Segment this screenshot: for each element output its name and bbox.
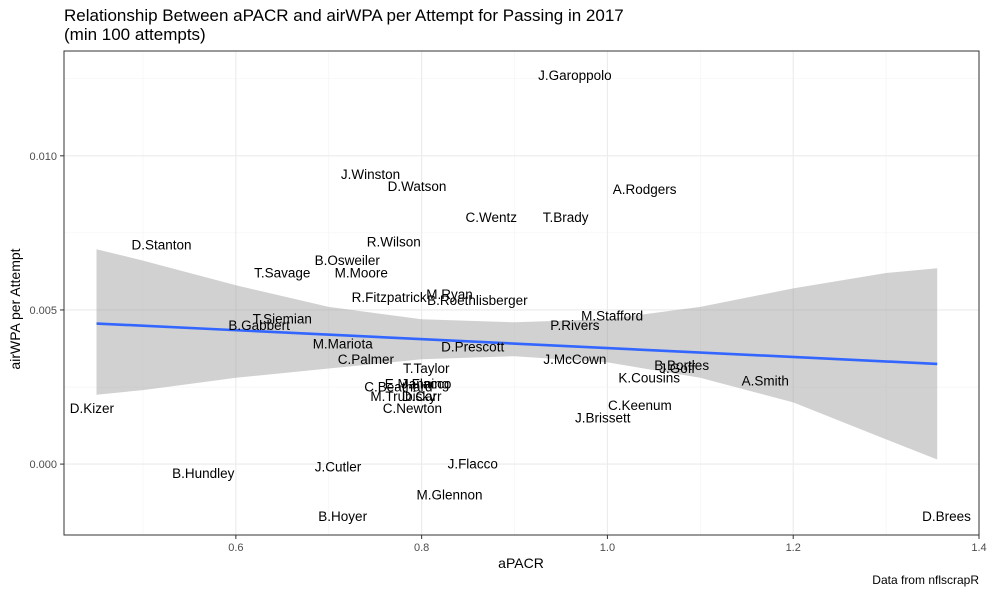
point-label: M.Glennon — [416, 487, 482, 502]
plot-panel — [64, 51, 979, 535]
confidence-band — [96, 249, 938, 460]
confidence-band-layer — [96, 249, 938, 460]
point-label: M.Stafford — [581, 309, 643, 324]
point-label: D.Watson — [388, 179, 447, 194]
trend-line — [96, 322, 938, 366]
point-label: M.Trubisky — [370, 389, 436, 404]
point-label: J.Winston — [341, 167, 400, 182]
x-tick-label: 0.8 — [414, 542, 429, 554]
point-label: J.Brissett — [575, 410, 631, 425]
point-label: C.Beathard — [364, 380, 432, 395]
y-tick-label: 0.000 — [29, 459, 57, 471]
x-tick-label: 1.4 — [971, 542, 986, 554]
plot-panel-border — [63, 50, 980, 536]
point-label: J.Flacco — [401, 376, 451, 391]
x-tick-label: 1.2 — [786, 542, 801, 554]
point-label: J.Garoppolo — [538, 68, 612, 83]
point-label: J.Goff — [659, 361, 695, 376]
point-label: D.Prescott — [441, 339, 504, 354]
point-label: M.Ryan — [426, 287, 473, 302]
point-label: J.Cutler — [315, 460, 362, 475]
trend-line-layer — [96, 322, 938, 366]
point-label: P.Rivers — [550, 318, 600, 333]
point-label: E.Manning — [385, 376, 450, 391]
point-label: J.McCown — [543, 352, 606, 367]
point-label: J.Flacco — [448, 457, 498, 472]
point-label: B.Osweiler — [315, 253, 381, 268]
x-tick-label: 0.6 — [228, 542, 243, 554]
chart-subtitle: (min 100 attempts) — [64, 25, 206, 44]
chart-caption: Data from nflscrapR — [872, 573, 979, 587]
point-label: C.Palmer — [338, 352, 395, 367]
point-label: K.Cousins — [618, 370, 680, 385]
y-tick-label: 0.010 — [29, 151, 57, 163]
point-label: C.Newton — [383, 401, 442, 416]
point-label: D.Kizer — [70, 401, 115, 416]
point-label: D.Carr — [402, 389, 442, 404]
point-label: T.Taylor — [403, 361, 450, 376]
chart-title: Relationship Between aPACR and airWPA pe… — [64, 6, 624, 25]
y-axis-ticks: 0.000 0.005 0.010 — [29, 151, 64, 471]
x-axis-ticks: 0.6 0.8 1.0 1.2 1.4 — [228, 535, 987, 554]
point-label: R.Fitzpatrick — [352, 290, 427, 305]
grid-lines — [64, 51, 980, 535]
point-label: R.Wilson — [367, 235, 421, 250]
point-label: M.Mariota — [313, 336, 374, 351]
point-label: C.Wentz — [466, 210, 518, 225]
point-label: B.Hoyer — [318, 509, 367, 524]
point-label: T.Savage — [254, 266, 310, 281]
point-label: T.Siemian — [253, 312, 312, 327]
point-label: B.Bortles — [654, 358, 709, 373]
point-label: M.Moore — [335, 266, 388, 281]
point-label: A.Rodgers — [613, 182, 677, 197]
y-axis-title: airWPA per Attempt — [7, 248, 23, 369]
point-label: D.Stanton — [131, 238, 191, 253]
point-label: C.Keenum — [608, 398, 672, 413]
point-label: B.Gabbert — [228, 318, 290, 333]
x-tick-label: 1.0 — [600, 542, 615, 554]
x-axis-title: aPACR — [498, 555, 544, 571]
point-label: T.Brady — [543, 210, 589, 225]
point-label: A.Smith — [742, 373, 789, 388]
y-tick-label: 0.005 — [29, 305, 57, 317]
point-label: B.Roethlisberger — [427, 293, 528, 308]
point-label: B.Hundley — [172, 466, 235, 481]
point-label: D.Brees — [922, 509, 971, 524]
